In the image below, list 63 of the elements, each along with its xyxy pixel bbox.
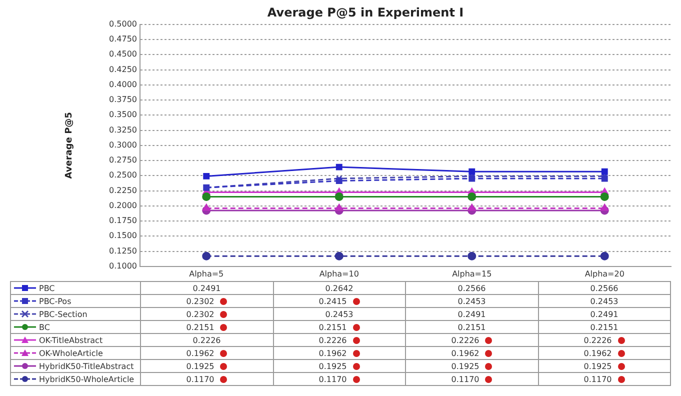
chart-title: Average P@5 in Experiment I xyxy=(267,5,464,20)
y-tick-label: 0.1250 xyxy=(109,246,137,256)
y-tick-label: 0.4250 xyxy=(109,64,137,74)
data-label: 0.1170 xyxy=(538,372,670,386)
y-tick-label: 0.5000 xyxy=(109,19,137,28)
data-label: 0.1962 xyxy=(273,346,406,360)
data-label: 0.2226 xyxy=(538,334,670,346)
data-label: 0.2642 xyxy=(273,282,406,294)
data-label: 0.2226 xyxy=(140,334,273,346)
data-label: 0.2491 xyxy=(538,308,670,320)
y-tick-label: 0.4000 xyxy=(109,80,137,89)
data-label: 0.1925 xyxy=(538,360,670,372)
data-label: 0.1170 xyxy=(273,372,406,386)
data-label: 0.1925 xyxy=(140,360,273,372)
legend-label: PBC-Section xyxy=(10,308,140,320)
data-label: 0.2453 xyxy=(538,294,670,308)
y-tick-label: 0.2250 xyxy=(109,186,137,195)
data-label: 0.2151 xyxy=(140,320,273,334)
legend-label: OK-WholeArticle xyxy=(10,346,140,360)
data-label: 0.1962 xyxy=(406,346,538,360)
legend-label: HybridK50-WholeArticle xyxy=(10,372,140,386)
y-tick-label: 0.3250 xyxy=(109,125,137,134)
y-tick-label: 0.3500 xyxy=(109,110,137,120)
data-label: 0.1925 xyxy=(273,360,406,372)
data-label: 0.2566 xyxy=(406,282,538,294)
y-tick-label: 0.4750 xyxy=(109,34,137,44)
x-tick-label: Alpha=15 xyxy=(452,269,492,278)
data-label: 0.2151 xyxy=(273,320,406,334)
x-tick-label: Alpha=10 xyxy=(319,269,359,278)
data-label: 0.2453 xyxy=(273,308,406,320)
y-tick-label: 0.1000 xyxy=(109,261,137,270)
y-tick-label: 0.3750 xyxy=(109,95,137,104)
data-label: 0.2151 xyxy=(406,320,538,334)
y-tick-label: 0.2000 xyxy=(109,200,137,210)
y-tick-label: 0.2500 xyxy=(109,170,137,180)
legend-label: OK-TitleAbstract xyxy=(10,334,140,346)
legend-label: PBC-Pos xyxy=(10,294,140,308)
y-tick-label: 0.2750 xyxy=(109,156,137,165)
data-label: 0.2566 xyxy=(538,282,670,294)
data-label: 0.2151 xyxy=(538,320,670,334)
data-label: 0.1170 xyxy=(406,372,538,386)
data-label: 0.1962 xyxy=(140,346,273,360)
legend-label: HybridK50-TitleAbstract xyxy=(10,360,140,372)
data-label: 0.2415 xyxy=(273,294,406,308)
data-label: 0.1925 xyxy=(406,360,538,372)
data-label: 0.2491 xyxy=(140,282,273,294)
x-tick-label: Alpha=5 xyxy=(189,269,224,278)
data-label: 0.1962 xyxy=(538,346,670,360)
y-tick-label: 0.1750 xyxy=(109,216,137,226)
data-label: 0.2453 xyxy=(406,294,538,308)
legend-label: PBC xyxy=(10,282,140,294)
y-axis-title: Average P@5 xyxy=(64,112,75,179)
data-label: 0.2226 xyxy=(273,334,406,346)
x-tick-label: Alpha=20 xyxy=(584,269,624,278)
data-label: 0.2302 xyxy=(140,308,273,320)
data-label: 0.1170 xyxy=(140,372,273,386)
data-label: 0.2491 xyxy=(406,308,538,320)
y-tick-label: 0.4500 xyxy=(109,50,137,59)
data-label: 0.2302 xyxy=(140,294,273,308)
legend-label: BC xyxy=(10,320,140,334)
y-tick-label: 0.3000 xyxy=(109,140,137,150)
data-label: 0.2226 xyxy=(406,334,538,346)
y-tick-label: 0.1500 xyxy=(109,231,137,240)
